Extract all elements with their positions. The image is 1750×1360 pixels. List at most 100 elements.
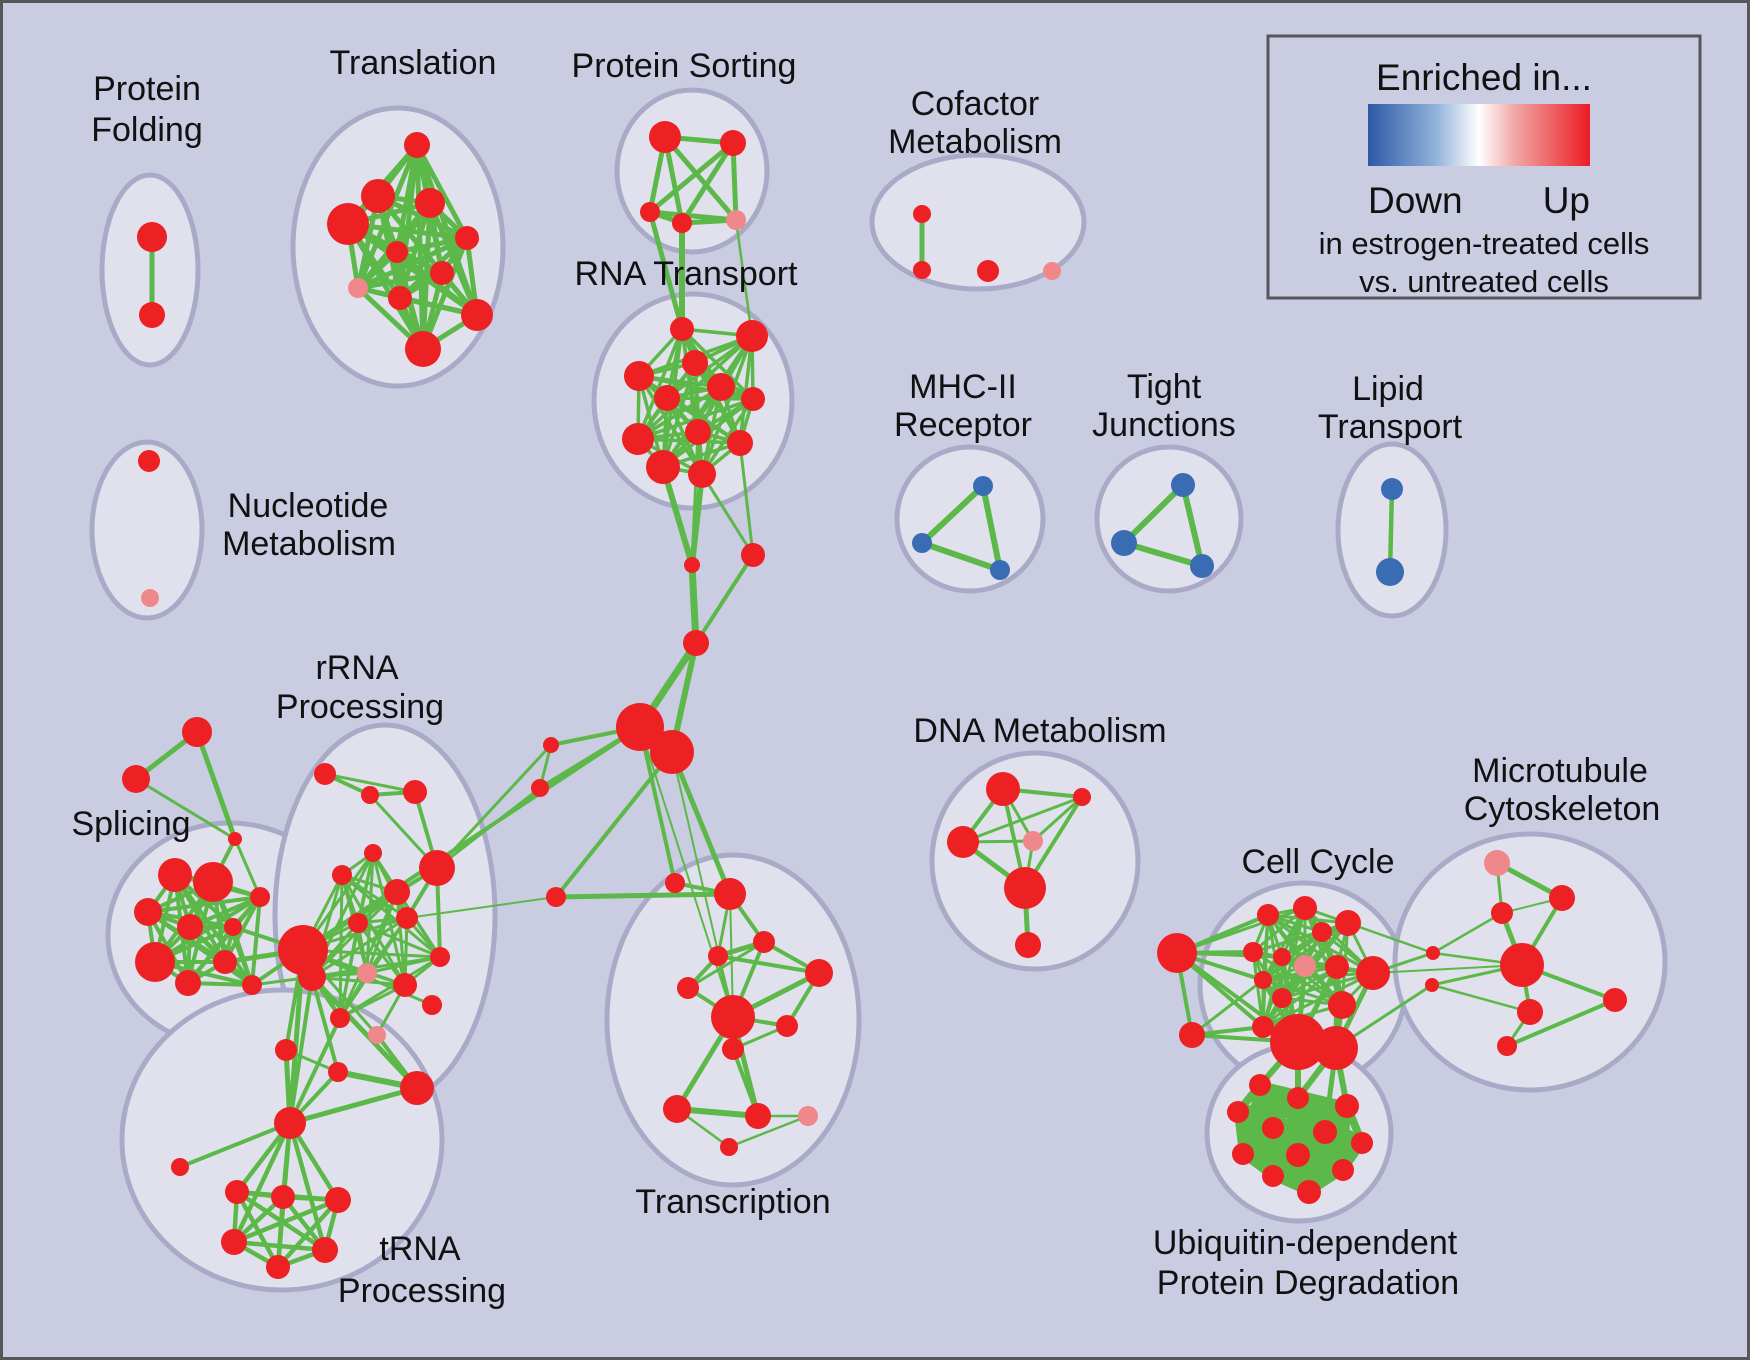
cluster-label-microtubule-cytoskeleton-line1: Microtubule [1472, 752, 1648, 790]
gene-set-node-cc2 [1293, 896, 1317, 920]
gene-set-node-mh3 [990, 560, 1010, 580]
gene-set-node-hb3 [683, 630, 709, 656]
gene-set-node-dm5 [1004, 867, 1046, 909]
edge-tr5-tr11 [420, 235, 470, 352]
edge-cc3-mtb1 [1346, 921, 1435, 955]
gene-set-node-tn1 [225, 1180, 249, 1204]
gene-set-node-sp3 [134, 898, 162, 926]
gene-set-node-rr13 [357, 963, 377, 983]
edge-cc13-mt4 [1372, 964, 1523, 974]
gene-set-node-mt4 [1500, 943, 1544, 987]
cluster-label-nucleotide-metabolism-line1: Nucleotide [228, 487, 389, 525]
gene-set-node-tc5 [805, 959, 833, 987]
cluster-ellipse-tight-junctions [1094, 444, 1244, 594]
gene-set-node-ub6 [1313, 1120, 1337, 1144]
gene-set-node-tr6 [386, 241, 408, 263]
edge-rr8-rr10 [356, 921, 442, 959]
gene-set-node-trb [400, 1071, 434, 1105]
gene-set-node-tn2 [271, 1185, 295, 1209]
edge-rr15-th1 [288, 1016, 342, 1125]
cluster-label-microtubule-cytoskeleton-line2: Cytoskeleton [1464, 790, 1661, 828]
gene-set-node-tr8 [348, 278, 368, 298]
gene-set-node-ub1 [1249, 1074, 1271, 1096]
cluster-label-protein-sorting-line1: Protein Sorting [572, 47, 797, 85]
gene-set-node-tc1 [665, 873, 685, 893]
legend-box: Enriched in... Down Up in estrogen-treat… [1266, 34, 1702, 300]
edge-dm2-dm3 [961, 795, 1084, 844]
edge-tj1-tj2 [1121, 482, 1186, 546]
legend-title: Enriched in... [1376, 57, 1592, 98]
edge-ps1-ps5 [662, 134, 739, 223]
edge-rr5-rr10 [340, 873, 442, 959]
gene-set-node-rr2 [361, 786, 379, 804]
gene-set-node-rr15 [330, 1008, 350, 1028]
edge-tj2-tj3 [1121, 540, 1205, 569]
gene-set-node-tc3 [753, 931, 775, 953]
edge-rr1-rr3 [323, 772, 417, 794]
gene-set-node-rr3 [403, 780, 427, 804]
gene-set-node-sp12 [122, 765, 150, 793]
edge-cc4-cc5 [1251, 930, 1324, 954]
edge-rt8-hb1 [690, 430, 700, 567]
gene-set-node-rt9 [622, 423, 654, 455]
gene-set-node-cc10 [1272, 988, 1292, 1008]
gene-set-node-rt12 [688, 460, 716, 488]
edge-cc12-cc9 [1190, 978, 1265, 1037]
edge-rrh-hb4 [301, 725, 642, 952]
gene-set-node-tr2 [361, 179, 395, 213]
legend-down-label: Down [1368, 180, 1463, 221]
gene-set-node-cc3 [1335, 910, 1361, 936]
edge-rt11-hb1 [660, 464, 695, 568]
cluster-label-lipid-transport-line1: Lipid [1352, 370, 1424, 408]
gene-set-node-tr7 [430, 261, 454, 285]
gene-set-node-mt5 [1603, 988, 1627, 1012]
gene-set-node-tj3 [1190, 554, 1214, 578]
gene-set-node-rt6 [707, 373, 735, 401]
gene-set-node-tn4 [221, 1229, 247, 1255]
gene-set-node-pf1 [137, 222, 167, 252]
gene-set-node-ub7 [1351, 1132, 1373, 1154]
edge-tr4-tr11 [345, 221, 426, 352]
gene-set-node-ps3 [640, 202, 660, 222]
edge-rt10-hb2 [738, 441, 755, 557]
cluster-label-ubiquitin-degradation-line2: Protein Degradation [1157, 1264, 1459, 1302]
edge-tj1-tj3 [1180, 482, 1205, 569]
legend-up-label: Up [1543, 180, 1590, 221]
gene-set-node-cc6 [1273, 948, 1291, 966]
edge-rt6-rt9 [636, 385, 723, 441]
gene-set-node-mtb1 [1426, 946, 1440, 960]
gene-set-node-cc9 [1254, 971, 1272, 989]
gene-set-node-tn7 [328, 1062, 348, 1082]
gene-set-node-cc12 [1179, 1022, 1205, 1048]
edge-hb2-hb3 [694, 553, 755, 645]
gene-set-node-cc5 [1243, 942, 1263, 962]
gene-set-node-rt3 [682, 350, 708, 376]
gene-set-node-rr12 [422, 995, 442, 1015]
gene-set-node-mt6 [1517, 999, 1543, 1025]
cluster-label-trna-processing-line2: Processing [338, 1272, 506, 1310]
gene-set-node-rt4 [624, 361, 654, 391]
gene-set-node-tr11 [405, 331, 441, 367]
gene-set-node-ccB2 [1314, 1026, 1358, 1070]
gene-set-node-mt7 [1497, 1036, 1517, 1056]
gene-set-node-tr3 [415, 188, 445, 218]
gene-set-node-cm1 [913, 205, 931, 223]
edge-sp13-sp6 [233, 837, 262, 899]
gene-set-node-cc11 [1252, 1016, 1274, 1038]
gene-set-node-mt3 [1491, 902, 1513, 924]
gene-set-node-hb1 [684, 557, 700, 573]
gene-set-node-ub5 [1262, 1117, 1284, 1139]
edge-rt7-rt9 [636, 397, 755, 441]
gene-set-node-nm2 [141, 589, 159, 607]
edge-ub10-ub11 [1269, 1166, 1347, 1180]
gene-set-node-cm3 [977, 260, 999, 282]
gene-set-node-cc14 [1328, 991, 1356, 1019]
gene-set-node-hb4 [616, 703, 664, 751]
edge-hb5-tc2 [669, 749, 733, 897]
edge-mh1-mh2 [919, 483, 986, 546]
gene-set-node-rr7 [419, 850, 455, 886]
gene-set-node-mtb2 [1425, 978, 1439, 992]
gene-set-node-cm4 [1043, 262, 1061, 280]
edge-bl1-rr9 [406, 896, 557, 919]
